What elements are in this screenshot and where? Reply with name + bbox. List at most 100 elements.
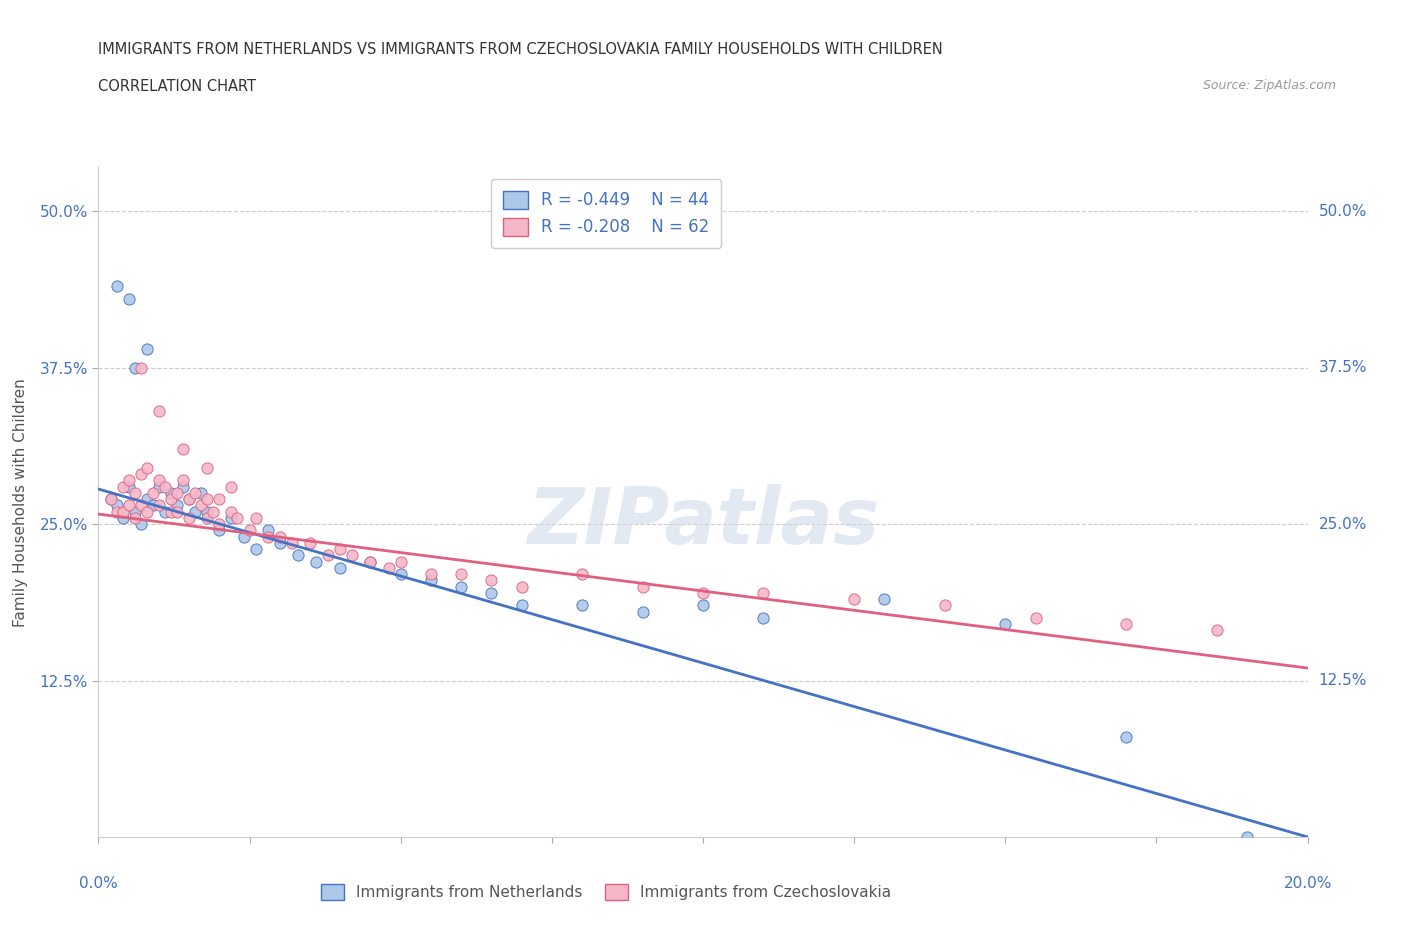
Point bbox=[269, 529, 291, 544]
Point bbox=[692, 598, 714, 613]
Legend: Immigrants from Netherlands, Immigrants from Czechoslovakia: Immigrants from Netherlands, Immigrants … bbox=[315, 878, 897, 907]
Text: ZIPatlas: ZIPatlas bbox=[527, 485, 879, 560]
Text: Source: ZipAtlas.com: Source: ZipAtlas.com bbox=[1202, 79, 1336, 92]
Point bbox=[571, 598, 593, 613]
Point bbox=[135, 504, 157, 519]
Point bbox=[221, 479, 243, 494]
Point bbox=[752, 610, 775, 625]
Point bbox=[118, 291, 141, 306]
Point bbox=[208, 517, 231, 532]
Point bbox=[177, 492, 201, 507]
Point bbox=[129, 360, 152, 375]
Point bbox=[316, 548, 339, 563]
Point bbox=[269, 536, 291, 551]
Point bbox=[329, 541, 352, 556]
Point bbox=[232, 529, 254, 544]
Point bbox=[105, 498, 128, 512]
Point bbox=[692, 586, 714, 601]
Point bbox=[172, 479, 194, 494]
Point bbox=[360, 554, 382, 569]
Point bbox=[1115, 729, 1137, 744]
Point bbox=[153, 479, 176, 494]
Point bbox=[129, 517, 152, 532]
Point bbox=[571, 566, 593, 581]
Point bbox=[100, 492, 122, 507]
Point bbox=[256, 529, 278, 544]
Point bbox=[1115, 617, 1137, 631]
Point bbox=[148, 472, 170, 487]
Point bbox=[510, 579, 533, 594]
Point bbox=[124, 485, 146, 500]
Point bbox=[342, 548, 364, 563]
Point bbox=[226, 511, 249, 525]
Point bbox=[129, 467, 152, 482]
Point bbox=[1236, 830, 1258, 844]
Point bbox=[172, 472, 194, 487]
Point bbox=[118, 472, 141, 487]
Point bbox=[124, 511, 146, 525]
Point bbox=[177, 492, 201, 507]
Point bbox=[111, 511, 134, 525]
Point bbox=[208, 523, 231, 538]
Point bbox=[844, 591, 866, 606]
Point bbox=[221, 504, 243, 519]
Point bbox=[195, 460, 218, 475]
Point bbox=[360, 554, 382, 569]
Point bbox=[1024, 610, 1046, 625]
Point bbox=[148, 498, 170, 512]
Point bbox=[166, 498, 188, 512]
Point bbox=[481, 586, 503, 601]
Point bbox=[142, 498, 165, 512]
Point bbox=[221, 511, 243, 525]
Point bbox=[377, 561, 399, 576]
Point bbox=[124, 504, 146, 519]
Point bbox=[166, 504, 188, 519]
Point bbox=[389, 554, 412, 569]
Text: 37.5%: 37.5% bbox=[1319, 360, 1367, 375]
Point bbox=[994, 617, 1017, 631]
Point bbox=[100, 492, 122, 507]
Point bbox=[153, 504, 176, 519]
Point bbox=[195, 511, 218, 525]
Text: 0.0%: 0.0% bbox=[79, 876, 118, 891]
Point bbox=[190, 485, 212, 500]
Point bbox=[148, 479, 170, 494]
Point bbox=[245, 511, 267, 525]
Point bbox=[195, 504, 218, 519]
Point bbox=[287, 548, 309, 563]
Point bbox=[190, 498, 212, 512]
Point bbox=[184, 485, 207, 500]
Point bbox=[166, 485, 188, 500]
Text: 25.0%: 25.0% bbox=[1319, 516, 1367, 532]
Point bbox=[135, 341, 157, 356]
Point bbox=[281, 536, 304, 551]
Point bbox=[934, 598, 956, 613]
Point bbox=[160, 485, 183, 500]
Text: 50.0%: 50.0% bbox=[1319, 204, 1367, 219]
Text: 12.5%: 12.5% bbox=[1319, 673, 1367, 688]
Y-axis label: Family Households with Children: Family Households with Children bbox=[14, 378, 28, 627]
Point bbox=[208, 492, 231, 507]
Point bbox=[631, 604, 654, 619]
Text: 20.0%: 20.0% bbox=[1284, 876, 1331, 891]
Point bbox=[111, 504, 134, 519]
Point bbox=[510, 598, 533, 613]
Point bbox=[450, 566, 472, 581]
Text: IMMIGRANTS FROM NETHERLANDS VS IMMIGRANTS FROM CZECHOSLOVAKIA FAMILY HOUSEHOLDS : IMMIGRANTS FROM NETHERLANDS VS IMMIGRANT… bbox=[98, 42, 943, 57]
Point bbox=[148, 404, 170, 418]
Point bbox=[118, 498, 141, 512]
Point bbox=[172, 442, 194, 457]
Point bbox=[111, 479, 134, 494]
Point bbox=[142, 485, 165, 500]
Point bbox=[105, 279, 128, 294]
Point bbox=[450, 579, 472, 594]
Point bbox=[124, 360, 146, 375]
Point bbox=[299, 536, 322, 551]
Point bbox=[160, 504, 183, 519]
Point bbox=[752, 586, 775, 601]
Point bbox=[184, 504, 207, 519]
Point bbox=[135, 492, 157, 507]
Point bbox=[419, 566, 441, 581]
Point bbox=[419, 573, 441, 588]
Point bbox=[873, 591, 896, 606]
